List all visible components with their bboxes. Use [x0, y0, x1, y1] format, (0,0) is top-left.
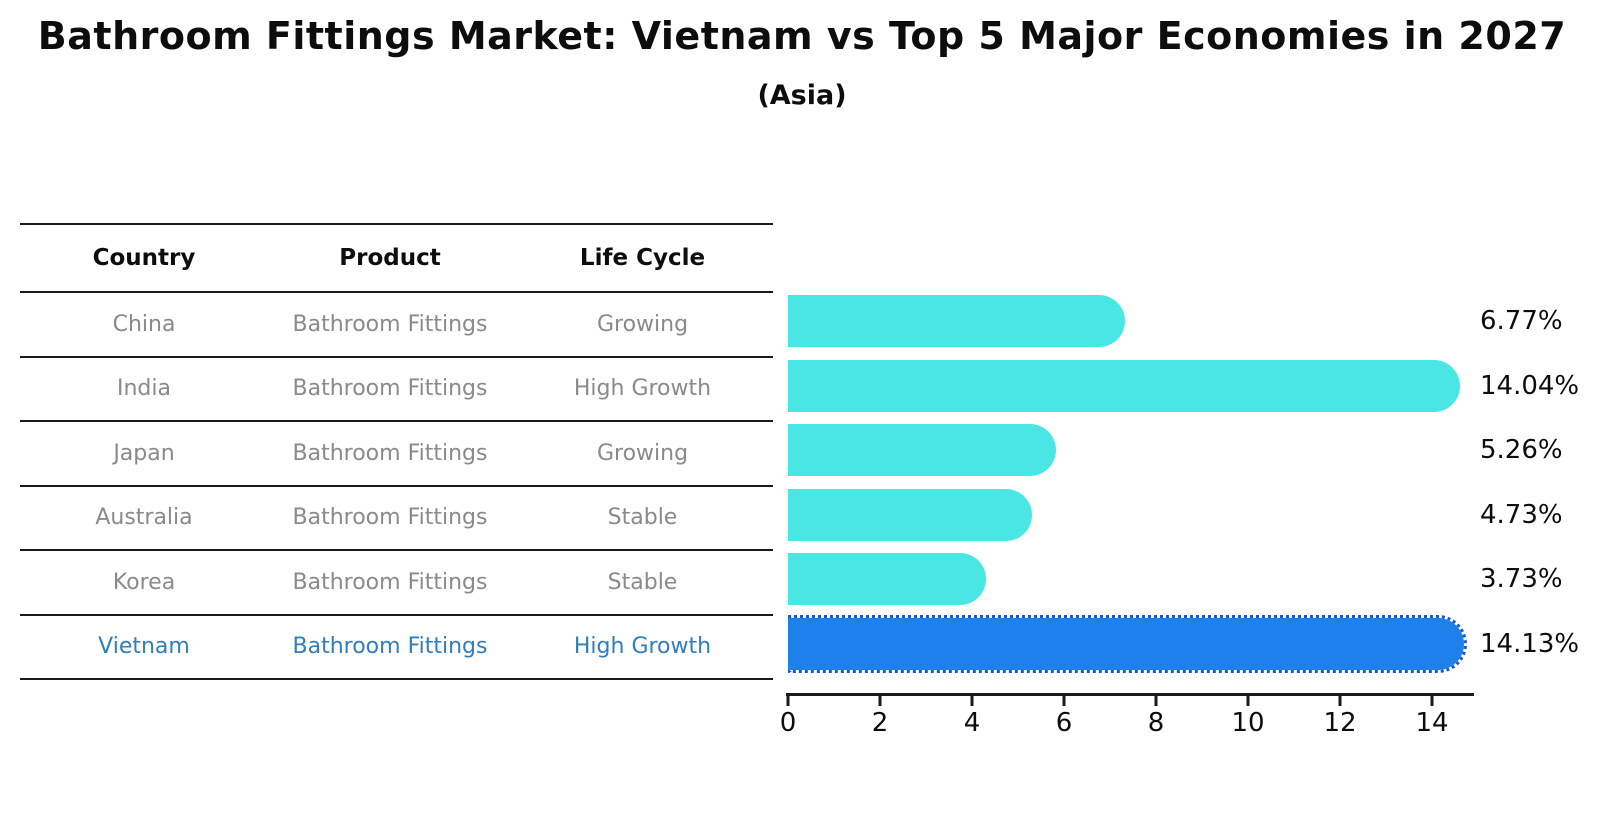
cell-product-korea: Bathroom Fittings: [292, 569, 488, 595]
cell-product-india: Bathroom Fittings: [292, 376, 488, 402]
cell-product-china: Bathroom Fittings: [292, 311, 488, 337]
x-tick-6: [1062, 696, 1066, 706]
cell-country-india: India: [117, 376, 171, 402]
column-header-product: Product: [339, 245, 441, 271]
x-tick-label-2: 2: [871, 708, 889, 738]
table-row-vietnam: Vietnam Bathroom Fittings High Growth: [20, 613, 773, 679]
cell-product-australia: Bathroom Fittings: [292, 505, 488, 531]
bar-vietnam: [788, 614, 1467, 673]
bar-australia: [788, 488, 1032, 541]
table-row-india: India Bathroom Fittings High Growth: [20, 355, 773, 421]
x-tick-label-8: 8: [1147, 708, 1165, 738]
cell-country-china: China: [112, 311, 176, 337]
cell-country-australia: Australia: [95, 505, 193, 531]
bar-china: [788, 295, 1125, 347]
x-tick-label-0: 0: [779, 708, 797, 738]
data-table: Country Product Life Cycle China Bathroom…: [20, 223, 773, 680]
chart-title: Bathroom Fittings Market: Vietnam vs Top…: [37, 14, 1567, 58]
value-label-korea: 3.73%: [1480, 564, 1563, 595]
x-axis-line: [786, 693, 1474, 696]
bar-row-australia: 4.73%: [788, 483, 1563, 548]
table-header-row: Country Product Life Cycle: [20, 225, 773, 291]
bar-japan: [788, 424, 1056, 476]
column-header-life-cycle: Life Cycle: [579, 245, 706, 271]
bar-korea: [788, 553, 986, 605]
bar-row-korea: 3.73%: [788, 547, 1563, 612]
x-tick-label-10: 10: [1231, 708, 1265, 738]
table-row-korea: Korea Bathroom Fittings Stable: [20, 549, 773, 614]
column-header-country: Country: [92, 245, 196, 271]
x-tick-10: [1246, 696, 1250, 706]
bar-row-japan: 5.26%: [788, 418, 1563, 483]
cell-life-cycle-korea: Stable: [607, 569, 678, 595]
x-tick-label-14: 14: [1415, 708, 1449, 738]
x-tick-8: [1154, 696, 1158, 706]
value-label-india: 14.04%: [1480, 370, 1580, 401]
cell-country-japan: Japan: [113, 440, 175, 466]
value-label-vietnam: 14.13%: [1480, 628, 1580, 659]
table-row-australia: Australia Bathroom Fittings Stable: [20, 484, 773, 550]
cell-product-japan: Bathroom Fittings: [292, 440, 488, 466]
x-tick-label-4: 4: [963, 708, 981, 738]
table-row-japan: Japan Bathroom Fittings Growing: [20, 420, 773, 485]
x-axis: 0 2 4 6 8 10 12 14: [780, 693, 1474, 743]
x-tick-label-6: 6: [1055, 708, 1073, 738]
table-row-china: China Bathroom Fittings Growing: [20, 291, 773, 356]
x-tick-12: [1338, 696, 1342, 706]
x-tick-4: [970, 696, 974, 706]
cell-life-cycle-vietnam: High Growth: [573, 634, 712, 660]
cell-country-vietnam: Vietnam: [98, 634, 190, 660]
x-tick-14: [1430, 696, 1434, 706]
x-tick-2: [878, 696, 882, 706]
bar-row-china: 6.77%: [788, 289, 1563, 354]
bar-row-vietnam: 14.13%: [788, 612, 1579, 677]
bar-plot: 6.77% 14.04% 5.26% 4.73% 3.73% 14.13%: [788, 289, 1579, 677]
cell-life-cycle-china: Growing: [596, 311, 689, 337]
cell-product-vietnam: Bathroom Fittings: [292, 634, 488, 660]
bar-india: [788, 359, 1460, 412]
cell-life-cycle-japan: Growing: [596, 440, 689, 466]
chart-subtitle: (Asia): [757, 80, 847, 111]
cell-country-korea: Korea: [112, 569, 176, 595]
x-tick-0: [786, 696, 790, 706]
value-label-china: 6.77%: [1480, 306, 1563, 337]
bar-row-india: 14.04%: [788, 354, 1579, 419]
cell-life-cycle-india: High Growth: [573, 376, 712, 402]
value-label-japan: 5.26%: [1480, 435, 1563, 466]
cell-life-cycle-australia: Stable: [607, 505, 678, 531]
x-tick-label-12: 12: [1323, 708, 1357, 738]
value-label-australia: 4.73%: [1480, 499, 1563, 530]
